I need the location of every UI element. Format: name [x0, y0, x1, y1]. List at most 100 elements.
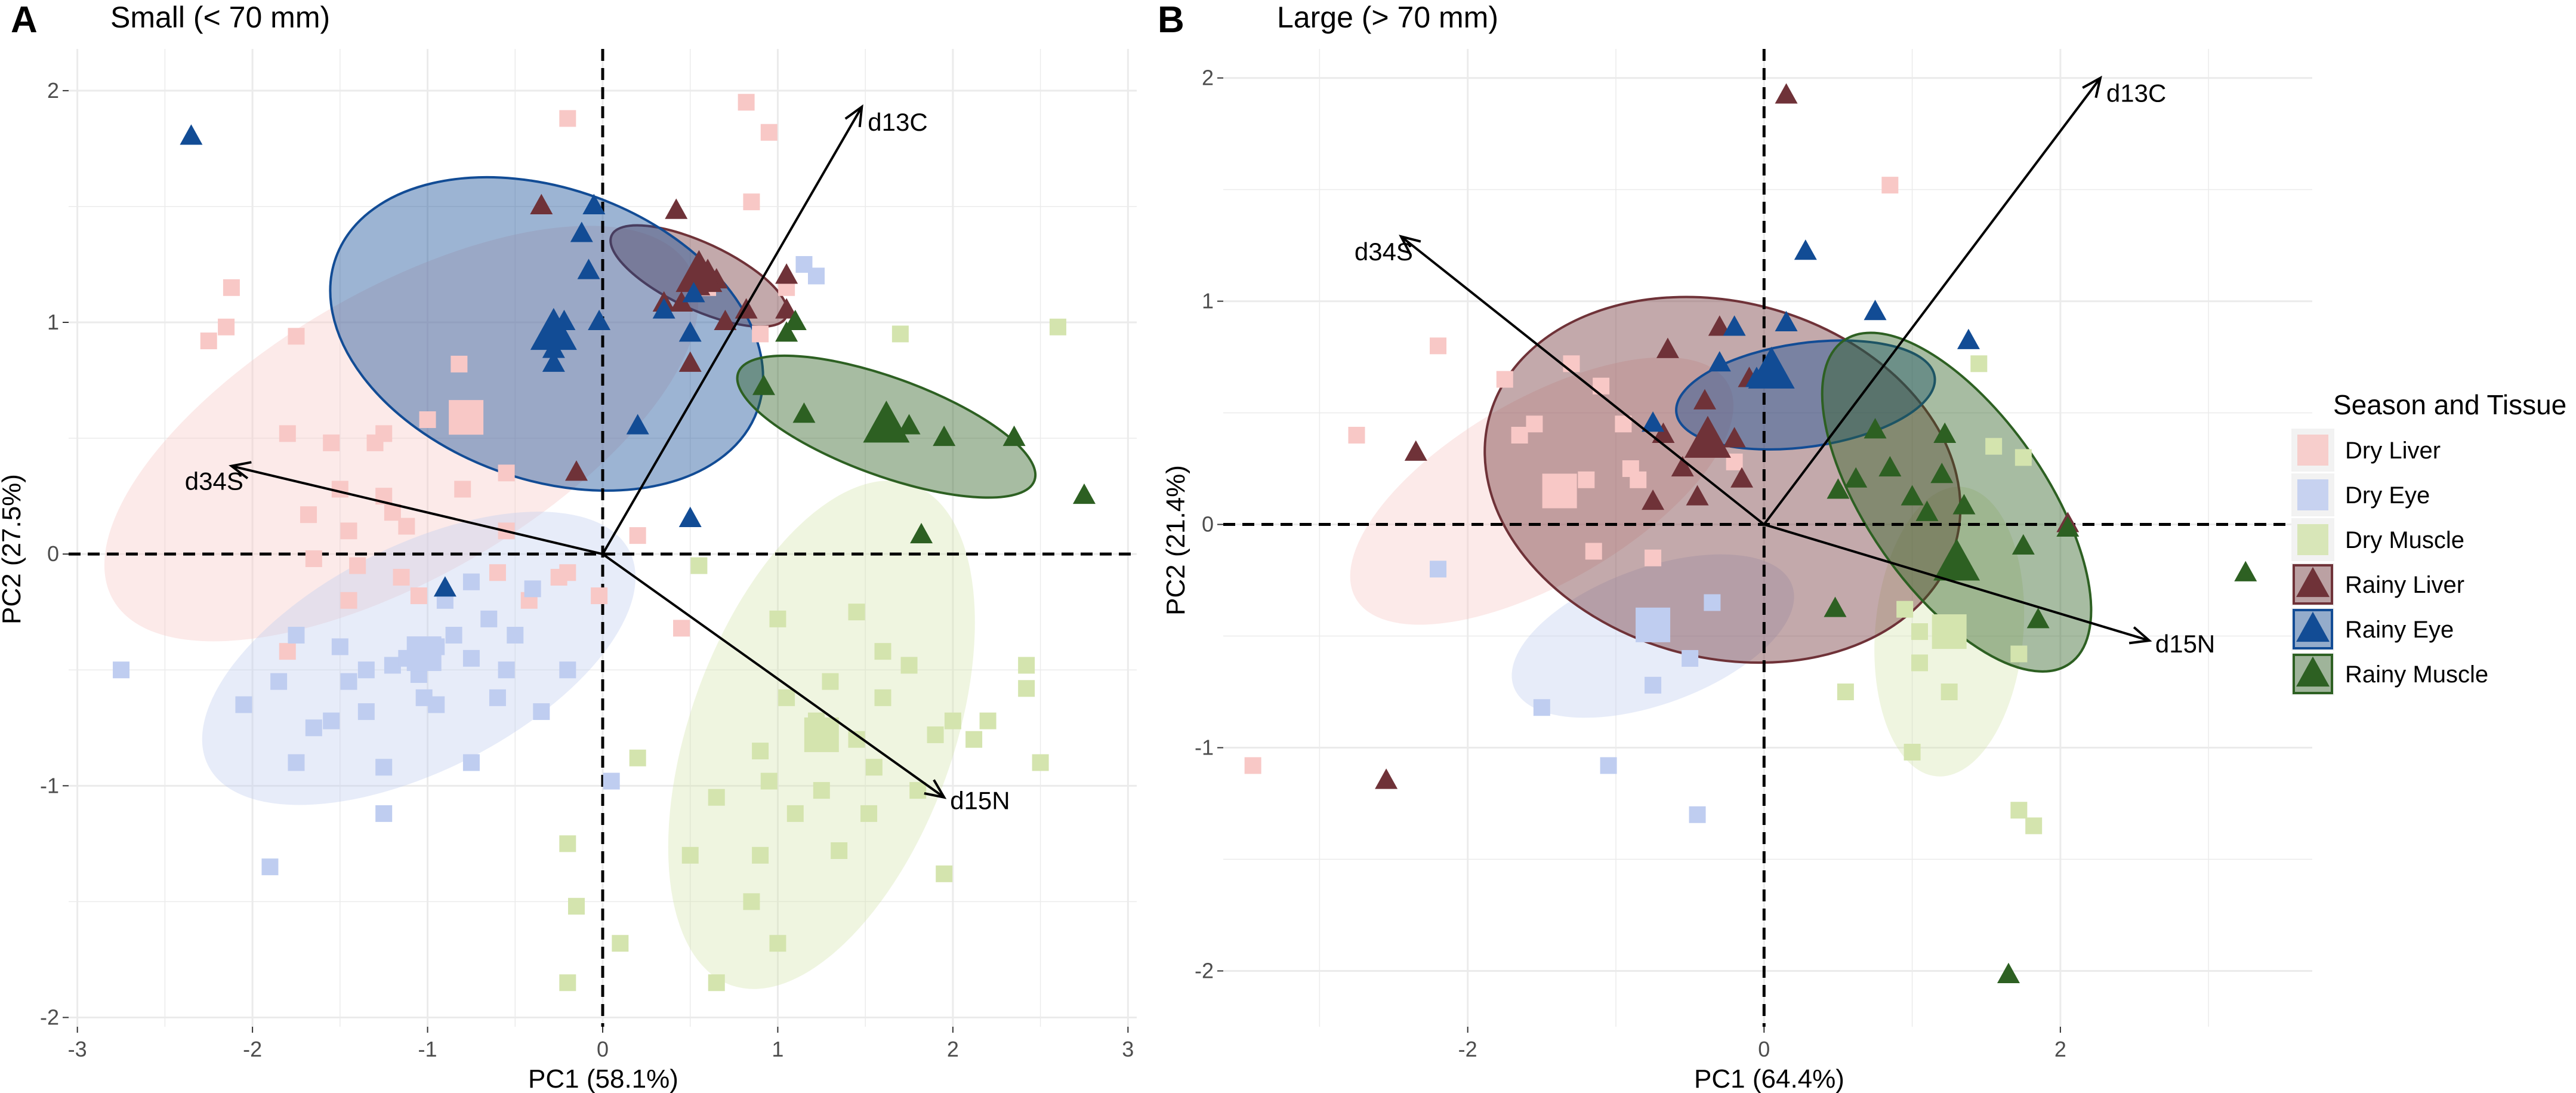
panel-a-rainy-eye-point [652, 298, 675, 319]
panel-a-dry-liver-point [410, 587, 427, 605]
panel-b-rainy-muscle-point [2234, 561, 2257, 581]
panel-a-dry-liver-point [559, 110, 576, 127]
legend-item-dry-muscle: Dry Muscle [2291, 518, 2464, 561]
panel-b-dry-muscle-point [1904, 744, 1921, 761]
panel-a-y-tick-label: 1 [47, 310, 59, 334]
panel-a-dry-eye-point [415, 689, 433, 706]
panel-a-dry-liver-point [760, 124, 778, 141]
panel-a-y-tick-label: -1 [40, 773, 59, 798]
legend-label-dry-eye: Dry Eye [2345, 482, 2430, 509]
panel-a-x-tick-label: -2 [243, 1037, 262, 1061]
panel-b-rainy-liver-point [1775, 83, 1798, 104]
panel-b-dry-muscle-point [2014, 449, 2032, 466]
panel-a-dry-liver-point [673, 620, 690, 637]
panel-a-rainy-muscle-point [1002, 425, 1026, 447]
panel-a-dry-eye-point [524, 580, 541, 598]
panel-a-rainy-eye-point [588, 309, 611, 331]
panel-a-d13c-arrowhead [844, 104, 863, 128]
panel-b-dry-liver-point [1622, 460, 1639, 478]
panel-b-rainy-muscle-point [1933, 422, 1957, 443]
panel-a-dry-eye-point [808, 267, 825, 285]
panel-a-dry-liver-point [489, 564, 506, 581]
panel-a-dry-muscle-point [629, 749, 646, 766]
panel-a-dry-muscle-centroid [804, 717, 839, 752]
panel-a-rainy-muscle-point [792, 402, 816, 423]
panel-a-dry-liver-point [288, 328, 305, 345]
panel-b-rainy-muscle-point [1827, 478, 1850, 499]
panel-a-dry-eye-point [235, 696, 252, 713]
panel-b-rainy-liver-point [1656, 337, 1679, 358]
panel-b-dry-muscle-point [1970, 355, 1988, 372]
panel-b-rainy-eye-point [1864, 300, 1887, 321]
panel-b-dry-muscle-point [1941, 683, 1958, 701]
panel-b-dry-eye-point [1600, 757, 1617, 774]
panel-b-rainy-liver-point [1723, 427, 1746, 448]
panel-a-x-axis-title: PC1 (58.1%) [528, 1064, 678, 1093]
panel-a-dry-liver-centroid [449, 400, 484, 435]
panel-a-dry-liver-point [384, 504, 401, 521]
panel-a-dry-eye-point [445, 627, 462, 644]
panel-b-rainy-eye-point [1723, 315, 1746, 336]
panel-a-dry-muscle-point [690, 557, 708, 574]
panel-a-dry-muscle-point [848, 604, 865, 621]
panel-a-dry-muscle-point [813, 782, 830, 799]
panel-a-dry-liver-point [279, 643, 296, 660]
panel-a-dry-liver-point [398, 518, 415, 535]
legend-key-rainy-eye-triangle [2296, 611, 2330, 642]
panel-b-y-tick-label: 0 [1202, 512, 1214, 537]
panel-a-d34s-arrowhead [229, 461, 252, 479]
panel-a-dry-muscle-point [944, 712, 961, 729]
panel-a-dry-muscle-point [559, 835, 576, 852]
panel-a-d15n-loading-arrow [601, 553, 945, 799]
panel-a-dry-eye-point [462, 649, 480, 667]
panel-b-rainy-liver-point [1686, 485, 1709, 506]
panel-a-rainy-muscle-point [910, 522, 933, 544]
panel-b-rainy-eye-point [1708, 351, 1731, 372]
panel-b-rainy-liver-point [1375, 768, 1398, 789]
panel-a-dry-muscle-point [769, 935, 786, 952]
panel-a-rainy-eye-point [626, 414, 649, 435]
panel-a-dry-muscle-point [1049, 318, 1066, 335]
panel-b-rainy-eye-ellipse [1675, 339, 1936, 451]
panel-a-x-tick-label: 1 [772, 1037, 783, 1061]
panel-a-dry-liver-point [629, 527, 646, 544]
panel-b-dry-eye-point [1704, 594, 1721, 611]
panel-b-rainy-muscle-point [2012, 534, 2035, 555]
panel-a-dry-eye-point [323, 712, 340, 729]
panel-a-dry-liver-point [349, 557, 366, 574]
panel-a-rainy-liver-point [665, 198, 688, 219]
panel-a-dry-muscle-point [874, 689, 891, 706]
panel-a-rainy-liver-point [678, 351, 702, 372]
panel-b-dry-liver-point [1578, 471, 1595, 488]
panel-a-dry-muscle-point [760, 772, 778, 790]
panel-a-dry-muscle-point [831, 842, 848, 860]
panel-a-dry-eye-point [533, 703, 550, 721]
panel-a-dry-liver-point [419, 411, 436, 429]
panel-a-dry-muscle-point [874, 643, 891, 660]
panel-b-rainy-liver-point [1642, 489, 1665, 510]
panel-b-rainy-liver-point [1708, 315, 1731, 336]
panel-a-dry-muscle-point [860, 805, 878, 822]
panel-b-d13c-loading-label: d13C [2106, 79, 2166, 107]
panel-b-rainy-liver-point [1730, 467, 1754, 488]
panel-b-y-tick-label: 1 [1202, 289, 1214, 313]
legend-key-rainy-muscle-triangle [2296, 656, 2330, 687]
panel-b-y-tick-label: -2 [1195, 959, 1214, 983]
panel-a-dry-liver-point [331, 481, 348, 498]
panel-a-dry-liver-point [200, 332, 217, 350]
panel-b-dry-liver-centroid [1542, 473, 1577, 509]
panel-a-dry-eye-point [357, 661, 375, 679]
panel-b-rainy-muscle-point [1952, 494, 1976, 515]
panel-b-x-tick-label: -2 [1458, 1037, 1477, 1061]
panel-a-d15n-arrowhead [924, 779, 947, 799]
panel-b-dry-liver-point [1563, 355, 1580, 372]
panel-a-dry-eye-point [375, 759, 393, 776]
panel-a-rainy-eye-point [570, 221, 593, 242]
panel-b-dry-liver-point [1348, 426, 1365, 444]
panel-a-dry-eye-point [331, 638, 348, 655]
panel-b-dry-muscle-point [1911, 623, 1929, 641]
panel-a-dry-muscle-point [708, 789, 725, 806]
panel-a-y-axis-title: PC2 (27.5%) [0, 474, 26, 624]
legend-label-rainy-liver: Rainy Liver [2345, 572, 2464, 598]
legend-label-dry-muscle: Dry Muscle [2345, 527, 2464, 553]
